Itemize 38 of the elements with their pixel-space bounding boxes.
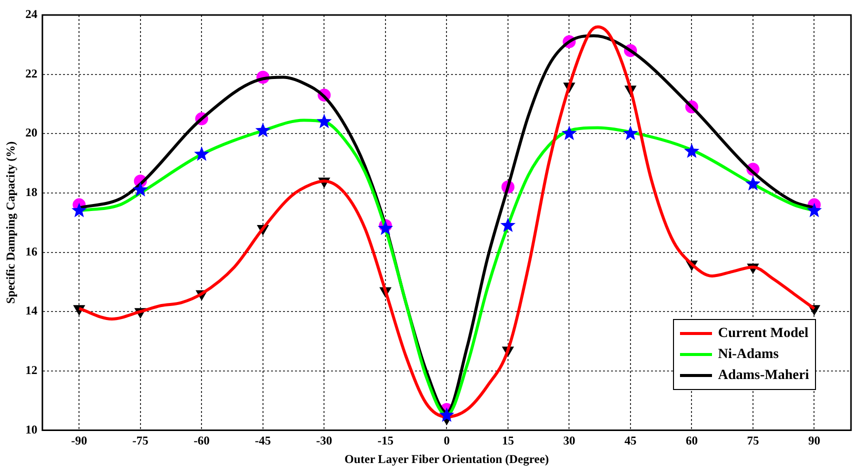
y-axis-title: Specific Damping Capacity (%) — [3, 141, 18, 304]
y-tick-label: 14 — [25, 304, 38, 318]
x-tick-label: 30 — [563, 433, 576, 448]
legend-label: Current Model — [718, 326, 808, 342]
x-tick-label: 45 — [624, 433, 636, 448]
y-tick-label: 18 — [25, 185, 38, 200]
point — [132, 182, 148, 196]
y-tick-label: 22 — [25, 66, 38, 80]
y-tick-label: 16 — [25, 244, 38, 258]
x-tick-label: -45 — [254, 433, 271, 448]
x-tick-label: 0 — [444, 433, 450, 448]
legend-label: Ni-Adams — [718, 346, 779, 363]
point — [500, 218, 516, 232]
point — [562, 126, 577, 140]
point — [72, 202, 87, 218]
x-tick-label: -15 — [377, 433, 394, 448]
legend-label: Adams-Maheri — [718, 368, 809, 384]
point — [378, 220, 394, 236]
point — [745, 176, 761, 191]
y-tick-label: 12 — [25, 362, 38, 377]
x-tick-label: -90 — [71, 433, 88, 448]
x-axis-title: Outer Layer Fiber Orientation (Degree) — [344, 452, 549, 466]
x-tick-label: 60 — [686, 433, 698, 448]
x-tick-label: -75 — [132, 433, 148, 448]
point — [622, 126, 638, 140]
y-tick-label: 24 — [25, 7, 38, 22]
point — [316, 114, 332, 128]
x-tick-label: 75 — [746, 433, 759, 448]
point — [806, 202, 822, 218]
point — [194, 146, 210, 161]
y-tick-label: 20 — [25, 126, 38, 140]
x-tick-label: 90 — [808, 433, 820, 448]
point — [684, 143, 700, 158]
x-tick-label: 15 — [502, 433, 514, 448]
x-tick-label: -60 — [194, 433, 210, 448]
y-tick-label: 10 — [25, 422, 38, 436]
point — [255, 122, 271, 138]
x-tick-label: -30 — [316, 433, 332, 448]
